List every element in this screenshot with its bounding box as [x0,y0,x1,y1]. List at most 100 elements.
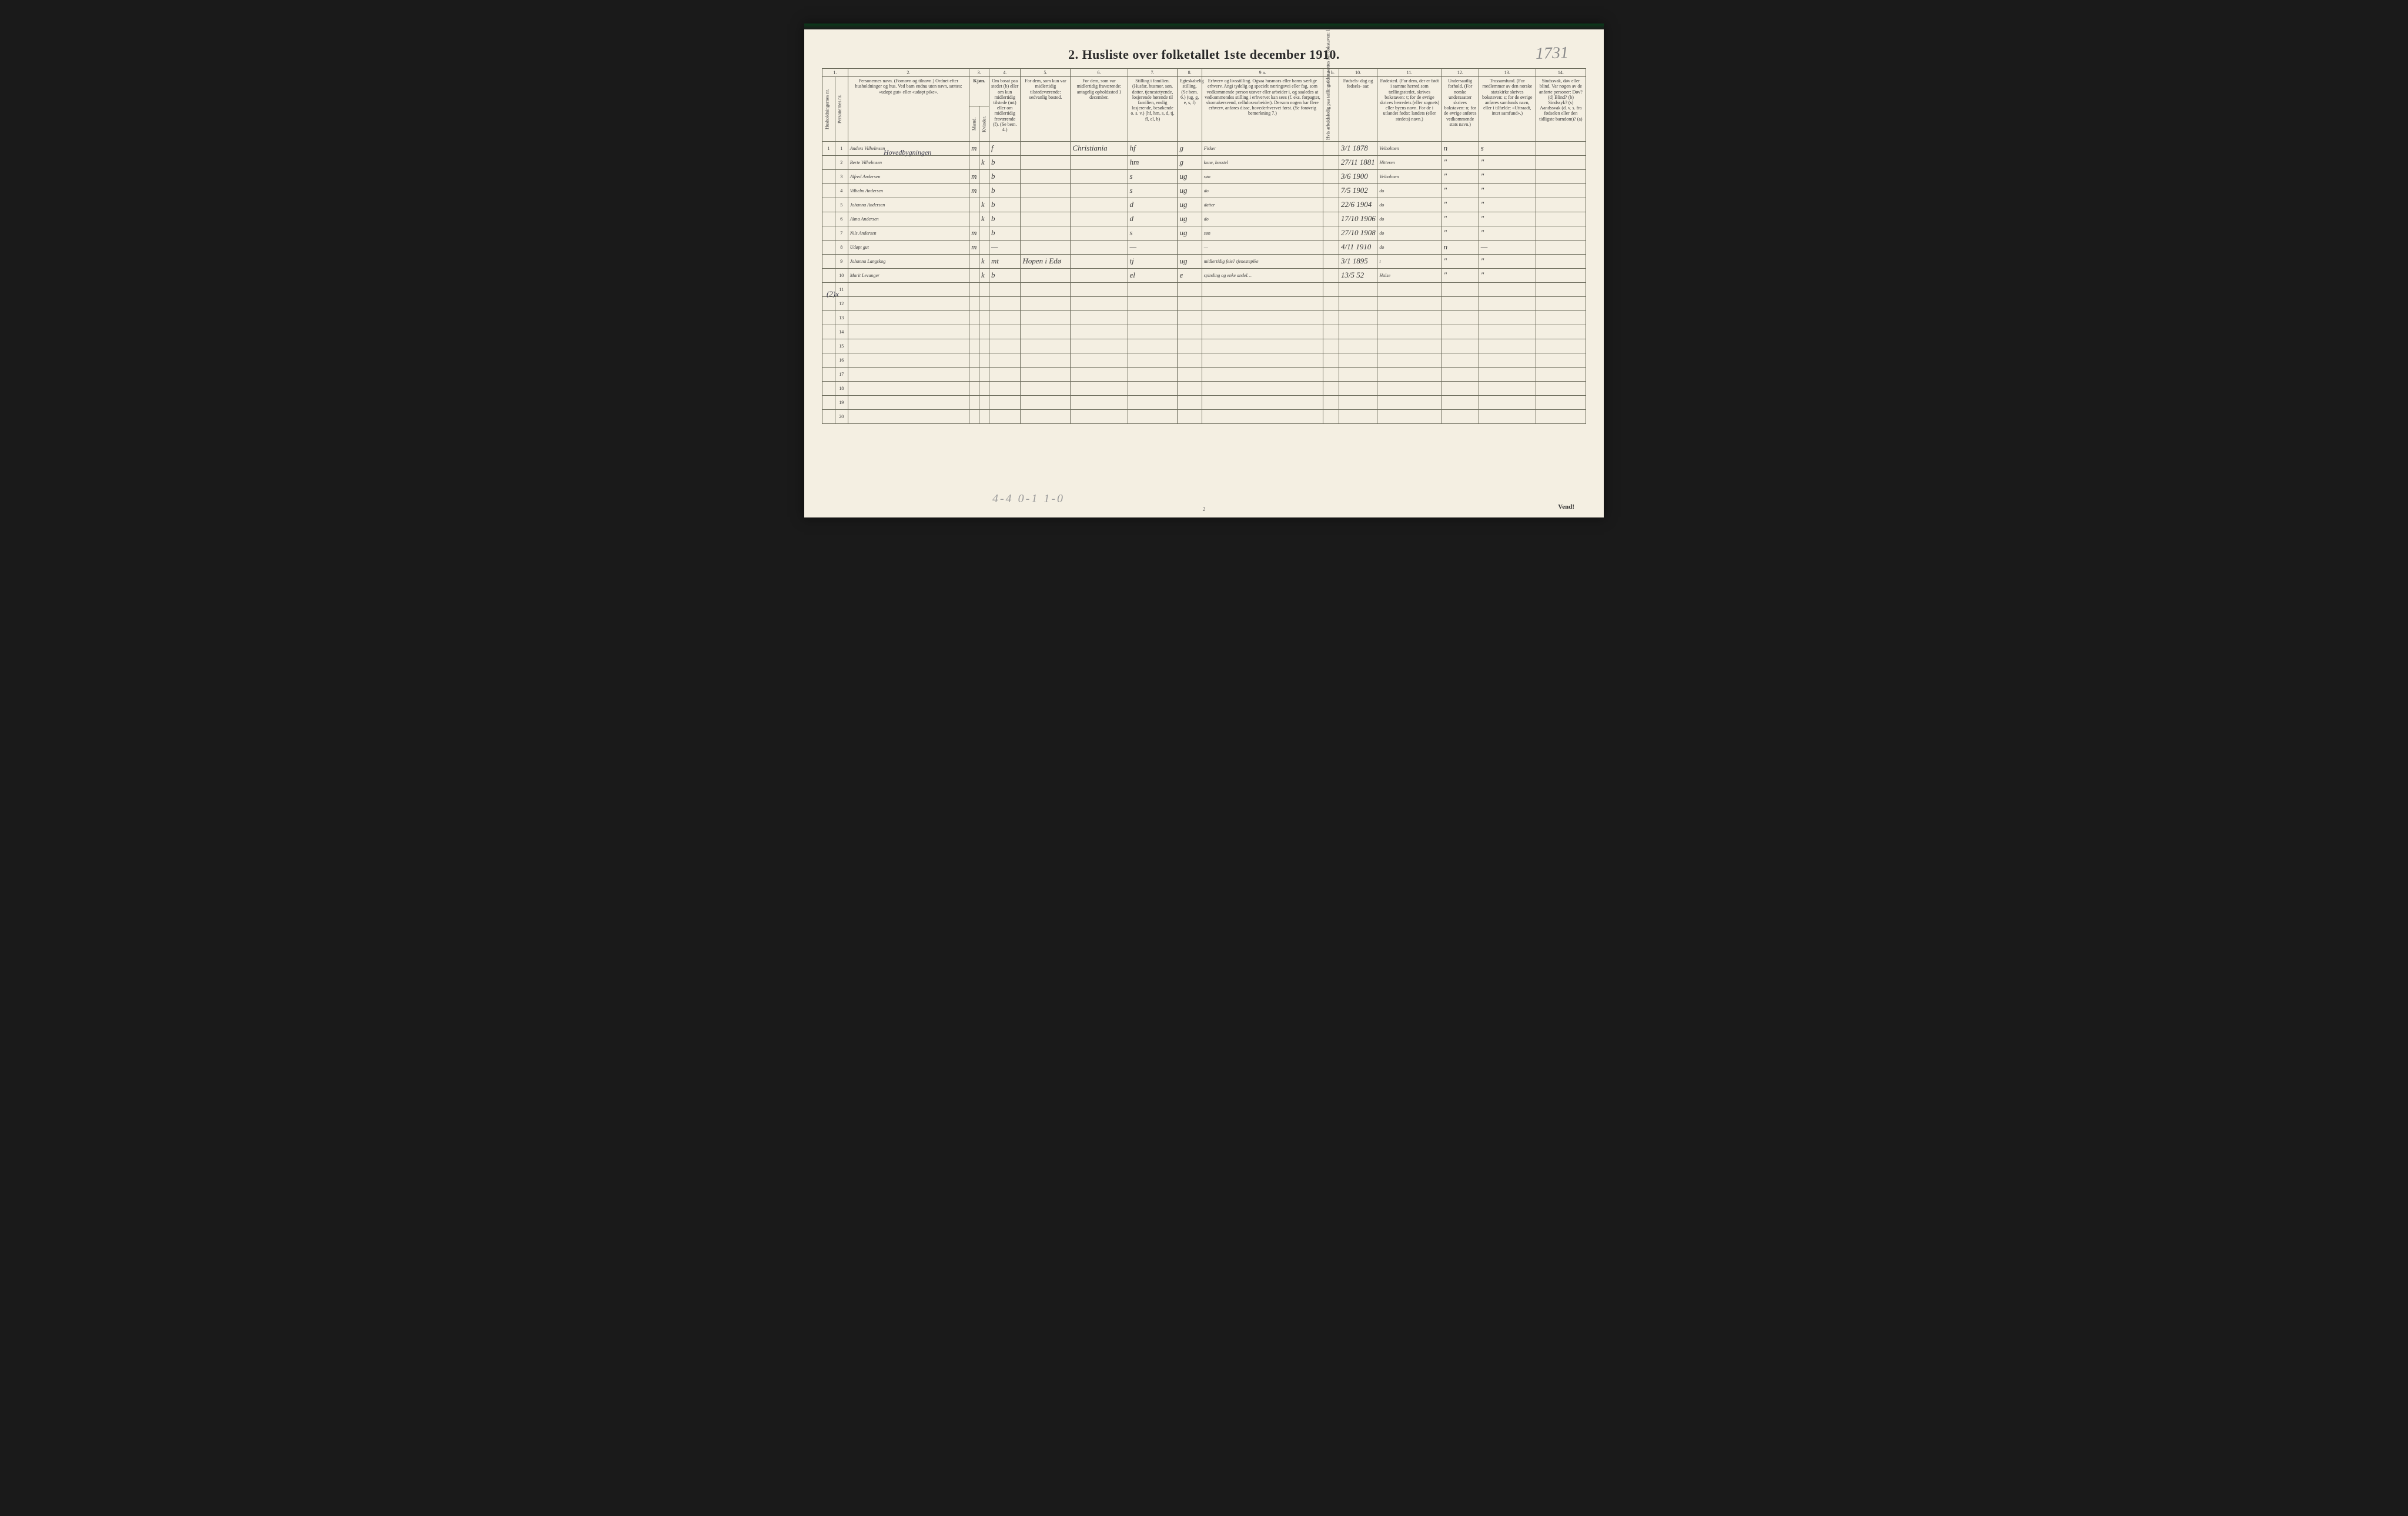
cell [848,396,969,410]
cell [848,382,969,396]
cell [1536,198,1586,212]
cell [822,396,835,410]
cell: 6 [835,212,848,226]
cell [1128,353,1178,368]
cell: 2 [835,156,848,170]
cell [1536,269,1586,283]
cell [1479,382,1536,396]
cell [1339,339,1377,353]
cell [1021,325,1071,339]
cell: Vilhelm Andersen [848,184,969,198]
cell: — [1202,241,1323,255]
pencil-annotation-topright: 1731 [1535,44,1568,64]
cell [1442,311,1479,325]
cell [1479,396,1536,410]
table-row: 10Marit Levangerkbelespinding og enke an… [822,269,1586,283]
cell [822,226,835,241]
cell: 1 [835,142,848,156]
cell: " [1442,198,1479,212]
cell: kone, husstel [1202,156,1323,170]
cell: 7/5 1902 [1339,184,1377,198]
cell [1071,156,1128,170]
cell [1323,241,1339,255]
cell [969,269,979,283]
cell: Marit Levanger [848,269,969,283]
cell: d [1128,212,1178,226]
column-number: 2. [848,69,969,77]
cell [989,353,1021,368]
cell: ug [1178,170,1202,184]
cell [1536,255,1586,269]
cell: 7 [835,226,848,241]
cell [1071,410,1128,424]
cell: Veiholmen [1377,142,1442,156]
cell [1071,170,1128,184]
cell [979,297,989,311]
cell [1442,325,1479,339]
turn-over-label: Vend! [1558,503,1574,510]
cell [1536,170,1586,184]
cell [979,396,989,410]
cell: 5 [835,198,848,212]
cell [1323,156,1339,170]
cell [1339,353,1377,368]
hdr-temp-absent: For dem, som var midlertidig fraværende:… [1071,77,1128,142]
cell [1339,382,1377,396]
cell: Udøpt gut [848,241,969,255]
cell [1021,283,1071,297]
cell [822,297,835,311]
header-row: Husholdningernes nr. Personernes nr. Per… [822,77,1586,106]
cell [1202,353,1323,368]
cell: 3/1 1878 [1339,142,1377,156]
cell [989,410,1021,424]
cell [1479,297,1536,311]
cell: f [989,142,1021,156]
cell: " [1479,184,1536,198]
cell [1479,311,1536,325]
cell [1377,353,1442,368]
cell [1021,297,1071,311]
cell [969,325,979,339]
cell [848,283,969,297]
cell [1323,353,1339,368]
cell [1377,283,1442,297]
cell [1021,353,1071,368]
cell: søn [1202,226,1323,241]
cell: " [1442,184,1479,198]
cell [979,325,989,339]
hdr-sex: Kjøn. [969,77,989,106]
cell: — [1479,241,1536,255]
cell [1323,226,1339,241]
cell [1323,382,1339,396]
cell: 19 [835,396,848,410]
cell [989,325,1021,339]
cell [969,410,979,424]
handwritten-subheading: Hovedbygningen [884,148,931,157]
cell [1128,339,1178,353]
cell [1442,339,1479,353]
cell [1021,368,1071,382]
cell [1071,198,1128,212]
cell: 3/6 1900 [1339,170,1377,184]
cell [822,156,835,170]
cell [969,255,979,269]
cell: b [989,226,1021,241]
cell [1071,283,1128,297]
hdr-occupation: Erhverv og livsstilling. Ogsaa husmors e… [1202,77,1323,142]
cell: " [1442,170,1479,184]
column-number: 6. [1071,69,1128,77]
cell: " [1479,198,1536,212]
cell: m [969,184,979,198]
cell [989,283,1021,297]
cell: s [1128,170,1178,184]
cell [1442,283,1479,297]
cell [1536,142,1586,156]
cell [1178,283,1202,297]
cell [1202,311,1323,325]
cell [848,339,969,353]
cell [1021,198,1071,212]
cell [989,368,1021,382]
cell: 15 [835,339,848,353]
cell: " [1442,156,1479,170]
margin-annotation: (2)x [827,289,839,299]
